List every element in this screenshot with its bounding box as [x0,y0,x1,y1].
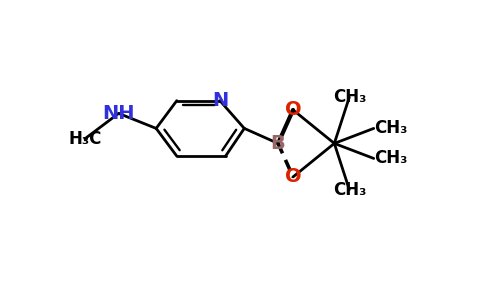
Text: CH₃: CH₃ [333,181,366,199]
Text: N: N [212,91,228,110]
Text: H₃C: H₃C [68,130,102,148]
Text: NH: NH [103,104,135,123]
Text: CH₃: CH₃ [333,88,366,106]
Text: CH₃: CH₃ [374,119,407,137]
Text: O: O [285,100,302,119]
Text: B: B [271,134,286,153]
Text: CH₃: CH₃ [374,149,407,167]
Text: O: O [285,167,302,186]
